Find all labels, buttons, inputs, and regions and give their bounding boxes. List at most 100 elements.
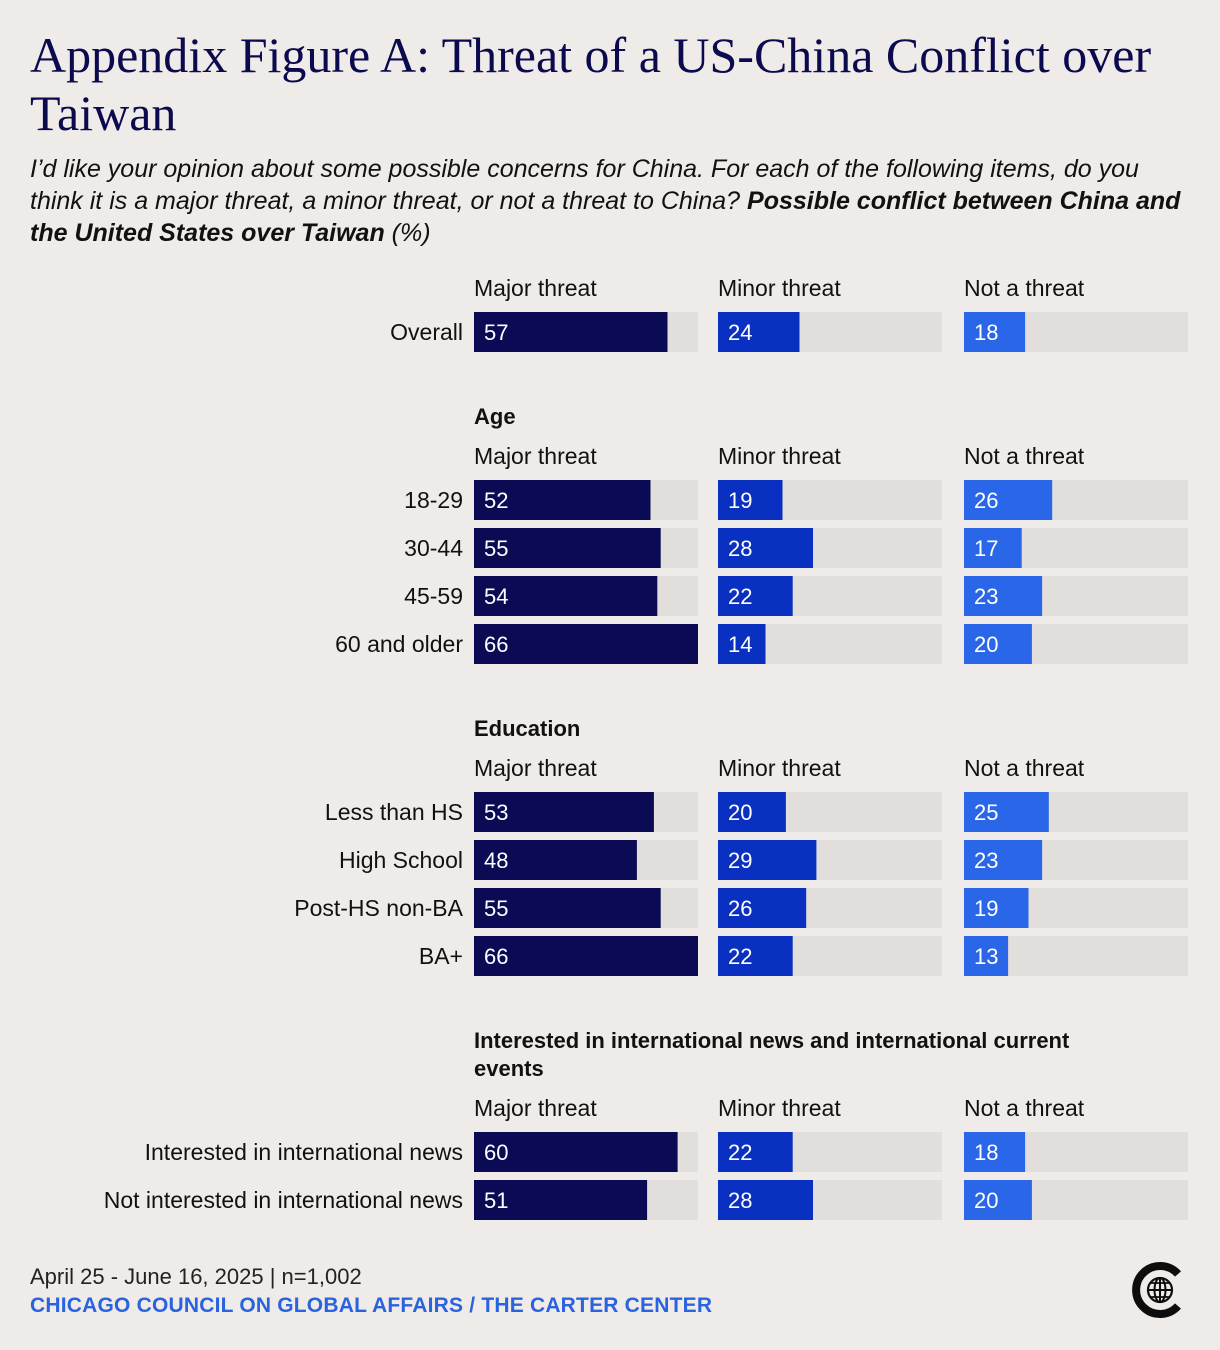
data-label: 20: [974, 632, 998, 657]
bar: [718, 624, 766, 664]
row-label: 45-59: [404, 583, 463, 609]
series-header: Not a threat: [964, 1095, 1085, 1121]
bar: [474, 576, 658, 616]
row-label: BA+: [419, 943, 463, 969]
series-header: Not a threat: [964, 443, 1085, 469]
bar: [474, 1132, 678, 1172]
row-label: Less than HS: [325, 799, 463, 825]
data-label: 20: [974, 1188, 998, 1213]
subtitle-unit: (%): [391, 219, 431, 247]
bar: [718, 792, 786, 832]
row-label: 30-44: [404, 535, 463, 561]
group-heading: Interested in international news and int…: [474, 1028, 1070, 1081]
subtitle-question: I’d like your opinion about some possibl…: [30, 155, 1139, 215]
data-label: 22: [728, 944, 752, 969]
data-label: 52: [484, 488, 508, 513]
data-label: 25: [974, 800, 998, 825]
bar: [474, 840, 637, 880]
data-label: 14: [728, 632, 752, 657]
row-label: Post-HS non-BA: [294, 895, 463, 921]
series-header: Major threat: [474, 275, 597, 301]
group-heading: Education: [474, 716, 580, 741]
bar: [474, 312, 668, 352]
row-label: High School: [339, 847, 463, 873]
data-label: 26: [974, 488, 998, 513]
bar: [718, 1132, 793, 1172]
bar: [964, 576, 1043, 616]
data-label: 55: [484, 536, 508, 561]
data-label: 24: [728, 320, 752, 345]
bar: [718, 1180, 813, 1220]
bar: [474, 792, 654, 832]
bar: [718, 936, 793, 976]
data-label: 22: [728, 1140, 752, 1165]
globe-logo-icon: [1132, 1262, 1181, 1318]
series-header: Major threat: [474, 755, 597, 781]
row-label: 60 and older: [335, 631, 463, 657]
data-label: 18: [974, 320, 998, 345]
bar: [964, 312, 1026, 352]
bar: [964, 480, 1053, 520]
data-label: 20: [728, 800, 752, 825]
data-label: 23: [974, 584, 998, 609]
bar: [718, 576, 793, 616]
footer-source: CHICAGO COUNCIL ON GLOBAL AFFAIRS / THE …: [30, 1294, 713, 1317]
bar: [474, 888, 661, 928]
bar: [964, 840, 1043, 880]
group-heading: Age: [474, 404, 516, 429]
series-header: Major threat: [474, 1095, 597, 1121]
bar: [718, 312, 800, 352]
chart-title: Appendix Figure A: Threat of a US-China …: [30, 27, 1152, 141]
data-label: 17: [974, 536, 998, 561]
data-label: 19: [974, 896, 998, 921]
data-label: 23: [974, 848, 998, 873]
row-label: Not interested in international news: [104, 1187, 463, 1213]
bar: [474, 528, 661, 568]
bar-chart: Major threat Minor threat Not a threat Over…: [104, 275, 1188, 1220]
data-label: 48: [484, 848, 508, 873]
bar: [964, 1132, 1026, 1172]
bar: [718, 888, 807, 928]
row-label: Interested in international news: [145, 1139, 463, 1165]
data-label: 22: [728, 584, 752, 609]
bar: [474, 624, 698, 664]
series-header: Major threat: [474, 443, 597, 469]
series-header: Minor threat: [718, 275, 841, 301]
row-label: 18-29: [404, 487, 463, 513]
bar: [718, 480, 783, 520]
bar: [474, 480, 651, 520]
bar: [964, 528, 1022, 568]
data-label: 26: [728, 896, 752, 921]
footer-date: April 25 - June 16, 2025 | n=1,002: [30, 1264, 362, 1289]
data-label: 13: [974, 944, 998, 969]
data-label: 57: [484, 320, 508, 345]
data-label: 54: [484, 584, 508, 609]
series-header: Minor threat: [718, 755, 841, 781]
data-label: 28: [728, 1188, 752, 1213]
bar: [964, 792, 1049, 832]
data-label: 66: [484, 944, 508, 969]
series-header: Not a threat: [964, 275, 1085, 301]
data-label: 55: [484, 896, 508, 921]
subtitle-item: Possible conflict between China and the …: [30, 187, 1181, 247]
data-label: 51: [484, 1188, 508, 1213]
data-label: 66: [484, 632, 508, 657]
bar: [474, 1180, 648, 1220]
data-label: 29: [728, 848, 752, 873]
series-header: Minor threat: [718, 1095, 841, 1121]
bar: [474, 936, 698, 976]
bar: [964, 624, 1032, 664]
data-label: 19: [728, 488, 752, 513]
chart-subtitle: I’d like your opinion about some possibl…: [30, 153, 1195, 249]
data-label: 60: [484, 1140, 508, 1165]
series-header: Not a threat: [964, 755, 1085, 781]
bar: [964, 1180, 1032, 1220]
data-label: 18: [974, 1140, 998, 1165]
bar: [718, 840, 817, 880]
data-label: 28: [728, 536, 752, 561]
bar: [718, 528, 813, 568]
row-label: Overall: [390, 319, 463, 345]
bar: [964, 936, 1009, 976]
series-header: Minor threat: [718, 443, 841, 469]
bar: [964, 888, 1029, 928]
